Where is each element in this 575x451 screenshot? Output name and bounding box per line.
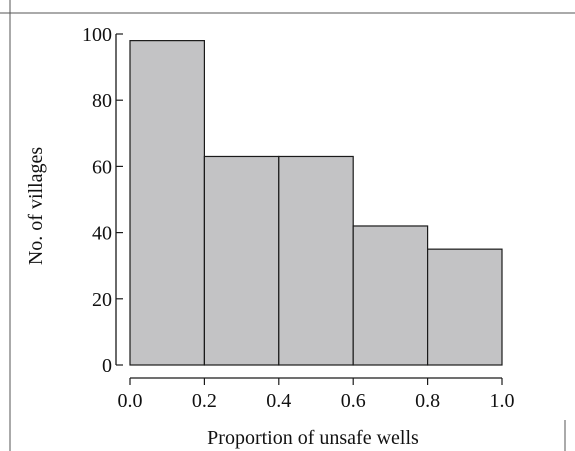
x-axis-title: Proportion of unsafe wells <box>207 427 419 449</box>
y-ticks-group: 0 20 40 60 80 100 <box>82 24 123 377</box>
y-tick-label-2: 40 <box>92 223 112 245</box>
histogram-bar-2 <box>278 155 354 366</box>
y-tick-label-5: 100 <box>82 24 112 46</box>
histogram-bar-1 <box>203 155 280 366</box>
bars-group <box>129 40 503 366</box>
histogram-bar-4 <box>427 248 503 366</box>
x-tick-label-4: 0.8 <box>415 390 440 412</box>
x-tick-label-2: 0.4 <box>266 390 291 412</box>
y-tick-label-4: 80 <box>92 90 112 112</box>
x-tick-label-0: 0.0 <box>118 390 143 412</box>
x-tick-label-3: 0.6 <box>341 390 366 412</box>
y-tick-label-3: 60 <box>92 156 112 178</box>
y-tick-label-1: 20 <box>92 289 112 311</box>
axes-group <box>115 34 502 379</box>
x-tick-label-1: 0.2 <box>192 390 217 412</box>
histogram-bar-0 <box>129 40 206 366</box>
y-tick-label-0: 0 <box>102 355 112 377</box>
histogram-bar-3 <box>352 225 429 366</box>
x-tick-label-5: 1.0 <box>490 390 515 412</box>
y-axis-title: No. of villages <box>25 147 47 266</box>
x-ticks-group: 0.0 0.2 0.4 0.6 0.8 1.0 <box>118 378 515 412</box>
